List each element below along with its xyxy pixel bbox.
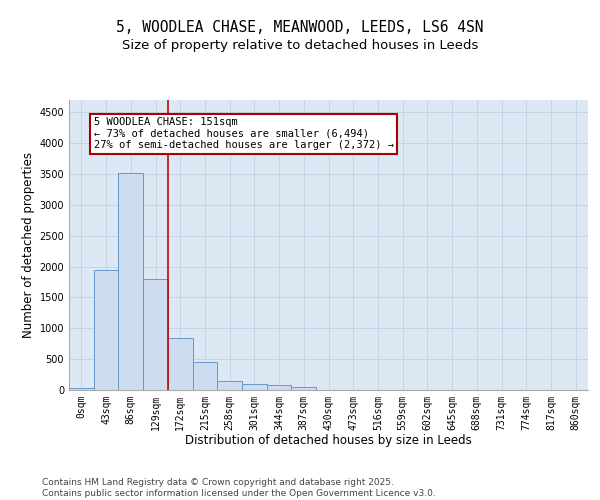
- Y-axis label: Number of detached properties: Number of detached properties: [22, 152, 35, 338]
- Bar: [94, 270, 118, 390]
- Bar: [292, 386, 316, 390]
- Text: Size of property relative to detached houses in Leeds: Size of property relative to detached ho…: [122, 38, 478, 52]
- Bar: [217, 380, 242, 390]
- Bar: [242, 384, 267, 390]
- Bar: [143, 279, 168, 390]
- X-axis label: Distribution of detached houses by size in Leeds: Distribution of detached houses by size …: [185, 434, 472, 448]
- Bar: [267, 386, 292, 390]
- Text: 5, WOODLEA CHASE, MEANWOOD, LEEDS, LS6 4SN: 5, WOODLEA CHASE, MEANWOOD, LEEDS, LS6 4…: [116, 20, 484, 35]
- Bar: [118, 173, 143, 390]
- Bar: [168, 338, 193, 390]
- Bar: [193, 362, 217, 390]
- Text: 5 WOODLEA CHASE: 151sqm
← 73% of detached houses are smaller (6,494)
27% of semi: 5 WOODLEA CHASE: 151sqm ← 73% of detache…: [94, 118, 394, 150]
- Bar: [69, 388, 94, 390]
- Text: Contains HM Land Registry data © Crown copyright and database right 2025.
Contai: Contains HM Land Registry data © Crown c…: [42, 478, 436, 498]
